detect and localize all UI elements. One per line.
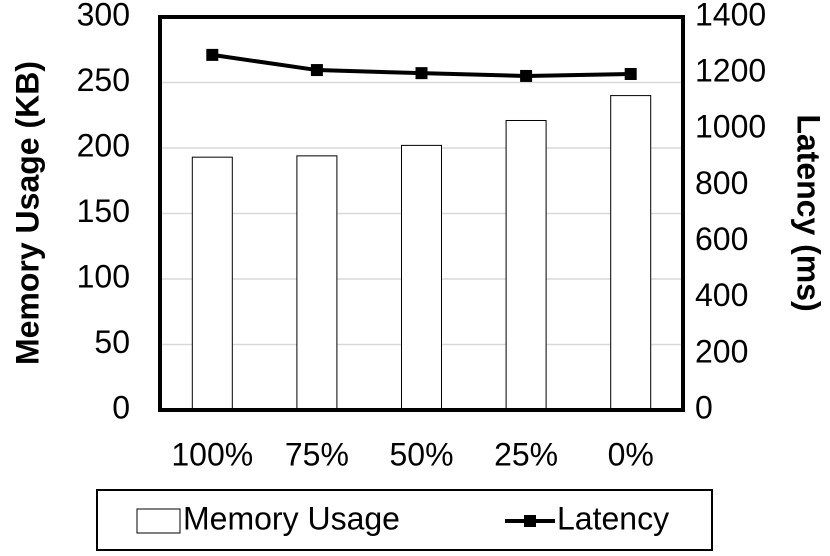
y2-tick-label: 1200 (695, 53, 766, 89)
y2-tick-label: 800 (695, 165, 748, 201)
y-tick-label: 100 (77, 258, 130, 294)
bar (610, 95, 652, 411)
legend-label: Latency (557, 500, 669, 536)
line-marker (415, 67, 428, 80)
legend-swatch (136, 508, 181, 534)
y2-tick-label: 1400 (695, 0, 766, 32)
line-marker (206, 48, 219, 61)
y-tick-label: 0 (112, 389, 130, 425)
y-tick-label: 250 (77, 62, 130, 98)
y-tick-label: 200 (77, 127, 130, 163)
y-tick-label: 50 (94, 324, 130, 360)
bar (401, 144, 442, 411)
x-tick-label: 50% (389, 436, 453, 472)
y2-axis-title: Latency (ms) (791, 114, 827, 311)
legend-label: Memory Usage (183, 500, 400, 536)
y-tick-label: 300 (77, 0, 130, 32)
bar (191, 156, 233, 411)
y2-tick-label: 0 (695, 389, 713, 425)
y2-tick-label: 400 (695, 277, 748, 313)
x-tick-label: 100% (171, 436, 253, 472)
bar (505, 119, 547, 411)
y2-tick-label: 600 (695, 221, 748, 257)
legend-box (96, 489, 713, 551)
legend-swatch (524, 515, 536, 527)
plot-border (158, 15, 685, 412)
bar (296, 155, 338, 411)
line-marker (310, 64, 323, 77)
x-tick-label: 25% (494, 436, 558, 472)
y-axis-title: Memory Usage (KB) (9, 61, 45, 365)
line-marker (624, 67, 637, 80)
x-tick-label: 75% (285, 436, 349, 472)
y2-tick-label: 1000 (695, 109, 766, 145)
y2-tick-label: 200 (695, 333, 748, 369)
x-tick-label: 0% (608, 436, 654, 472)
line-marker (520, 69, 533, 82)
y-tick-label: 150 (77, 193, 130, 229)
